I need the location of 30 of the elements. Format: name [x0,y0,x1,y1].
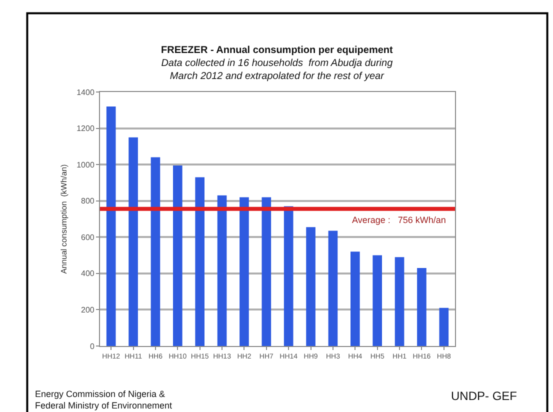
bar [195,177,204,346]
ref-line-label: Average : 756 kWh/an [352,215,446,225]
text: Energy Commission of Nigeria & Federal Ministry of Environnement [35,389,173,411]
bar [128,137,138,346]
bar [240,197,249,346]
bar [417,268,426,346]
bar [173,165,182,346]
y-tick-label: 0 [90,342,95,351]
bar [350,252,360,346]
bar [372,255,382,346]
text: UNDP- GEF [451,389,517,403]
bar [262,197,272,346]
bar [106,106,116,346]
bar [306,227,316,346]
chart-title: FREEZER - Annual consumption per equipement [161,45,394,56]
bar [217,195,227,346]
bar [328,230,338,346]
bar [150,157,160,346]
y-tick-label: 400 [81,269,95,278]
y-tick-label: 1200 [76,124,95,134]
y-tick-label: 200 [81,306,95,315]
y-tick-label: 600 [81,232,95,242]
y-axis-title: Annual consumption (kWh/an) [59,164,68,274]
bar [284,206,294,346]
bar [394,257,404,346]
chart-subtitle: Data collected in 16 households from Abudja during March 2012 and extrapolated for the rest of year [161,58,394,82]
y-tick-label: 1400 [76,88,95,97]
y-tick-label: 800 [81,196,95,206]
bar [439,308,449,346]
y-tick-label: 1000 [76,160,95,170]
